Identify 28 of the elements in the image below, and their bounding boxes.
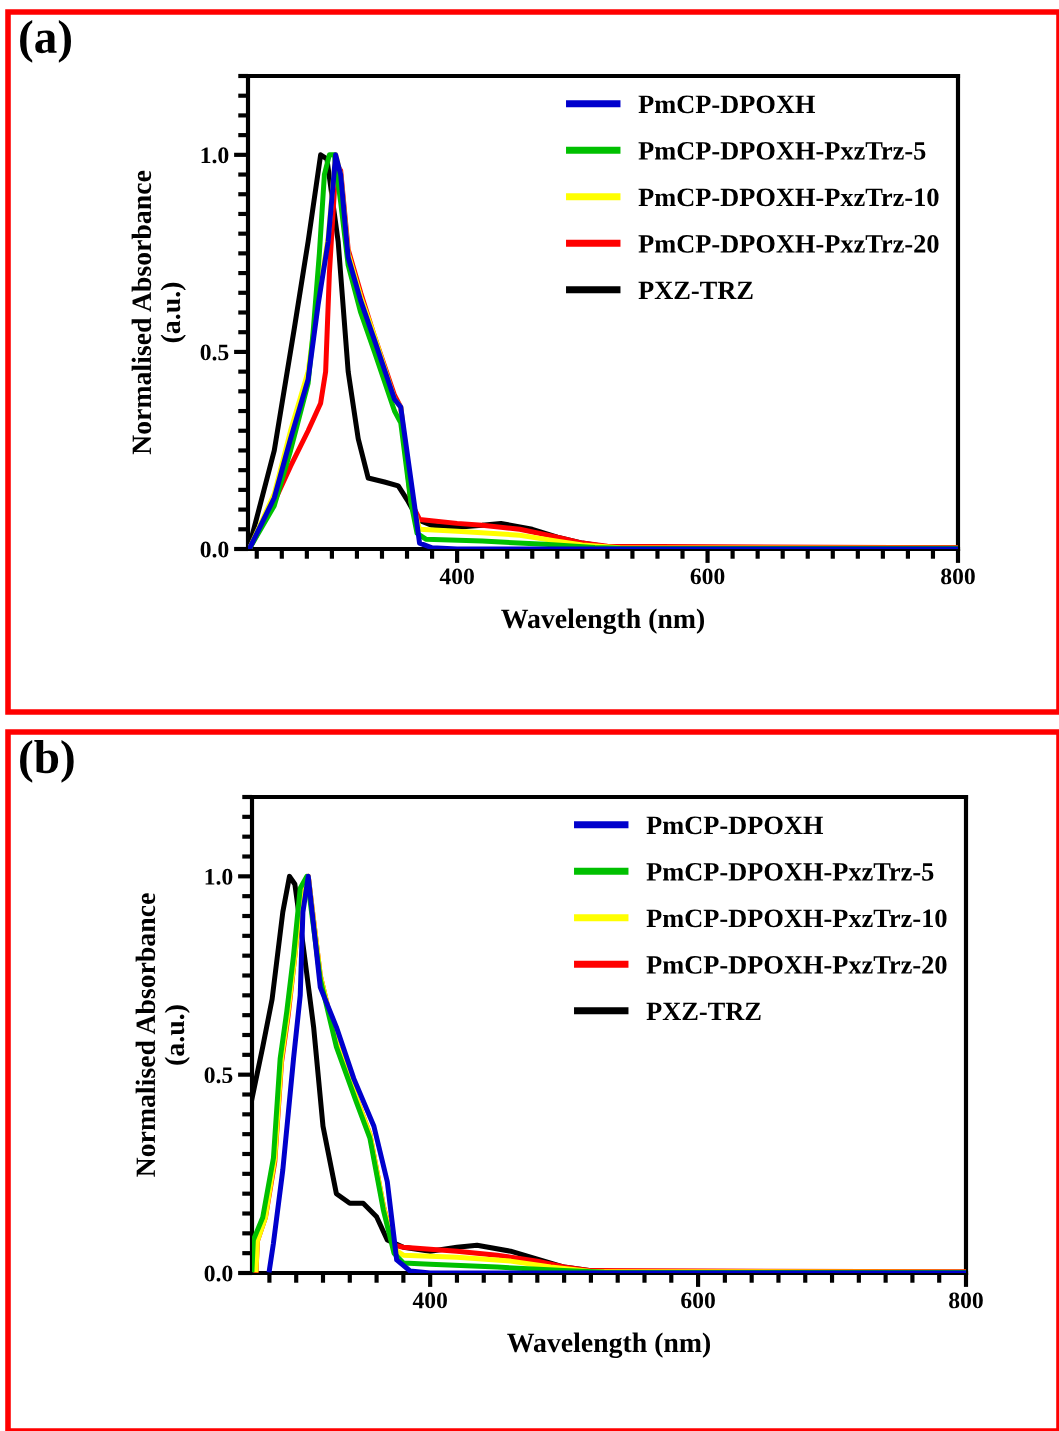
x-tick-label: 400 [412,1292,447,1309]
y-axis-title: Normalised Absorbance (a.u.) [131,170,186,455]
legend-label: PmCP-DPOXH-PxzTrz-5 [638,141,926,160]
legend-label: PmCP-DPOXH [638,95,816,114]
legend-label: PmCP-DPOXH-PxzTrz-20 [638,234,939,253]
legend-label: PXZ-TRZ [646,1002,761,1021]
x-tick-label: 800 [949,1292,983,1309]
legend-label: PmCP-DPOXH-PxzTrz-10 [638,188,939,207]
x-tick-label: 400 [439,568,474,585]
legend-label: PmCP-DPOXH-PxzTrz-5 [646,862,934,881]
legend-label: PmCP-DPOXH [646,816,824,835]
y-tick-label: 0.5 [204,1067,233,1084]
text: (a) [20,20,71,63]
y-tick-label: 0.0 [204,1265,233,1282]
legend-label: PXZ-TRZ [638,281,753,300]
text: (b) [20,740,74,783]
y-tick-label: 0.0 [200,541,229,558]
legend-label: PmCP-DPOXH-PxzTrz-20 [646,955,947,974]
x-axis-title: Wavelength (nm) [507,1332,711,1359]
y-axis-title: Normalised Absorbance (a.u.) [135,893,190,1177]
x-tick-label: 600 [690,568,725,585]
x-tick-label: 600 [681,1292,715,1309]
y-tick-label: 0.5 [200,344,229,361]
legend-label: PmCP-DPOXH-PxzTrz-10 [646,909,947,928]
x-axis-title: Wavelength (nm) [501,608,705,635]
y-tick-label: 1.0 [205,868,233,885]
y-tick-label: 1.0 [201,147,229,164]
x-tick-label: 800 [941,568,975,585]
